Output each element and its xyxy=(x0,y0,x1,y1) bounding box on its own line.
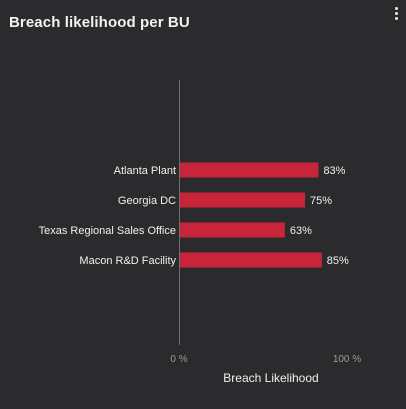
category-label: Texas Regional Sales Office xyxy=(39,225,176,237)
x-axis-title: Breach Likelihood xyxy=(223,371,318,385)
bar xyxy=(179,222,285,238)
value-label: 83% xyxy=(323,165,345,177)
card-title: Breach likelihood per BU xyxy=(9,14,190,31)
bar xyxy=(179,192,305,208)
bar xyxy=(179,162,319,178)
value-label: 85% xyxy=(327,255,349,267)
x-tick-label: 0 % xyxy=(170,354,187,365)
category-label: Atlanta Plant xyxy=(114,165,176,177)
x-tick-label: 100 % xyxy=(333,354,361,365)
value-label: 63% xyxy=(290,225,312,237)
value-label: 75% xyxy=(310,195,332,207)
category-label: Macon R&D Facility xyxy=(79,255,176,267)
more-vertical-icon[interactable] xyxy=(390,6,402,22)
category-label: Georgia DC xyxy=(118,195,176,207)
bar xyxy=(179,252,322,268)
